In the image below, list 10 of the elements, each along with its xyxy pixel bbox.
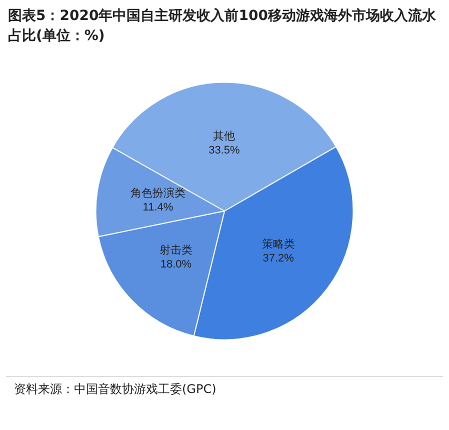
slice-label: 角色扮演类 xyxy=(130,186,186,200)
chart-title: 图表5：2020年中国自主研发收入前100移动游戏海外市场收入流水占比(单位：%) xyxy=(7,6,437,46)
data-label: 33.5% xyxy=(208,144,240,157)
data-label: 18.0% xyxy=(160,258,192,271)
data-label: 37.2% xyxy=(262,252,294,264)
slice-label: 射击类 xyxy=(159,244,192,257)
slice-label: 其他 xyxy=(213,130,236,143)
slice-label: 策略类 xyxy=(262,237,295,250)
text: 资料来源：中国音数协游戏工委(GPC) xyxy=(6,376,443,398)
data-label: 11.4% xyxy=(142,201,174,214)
